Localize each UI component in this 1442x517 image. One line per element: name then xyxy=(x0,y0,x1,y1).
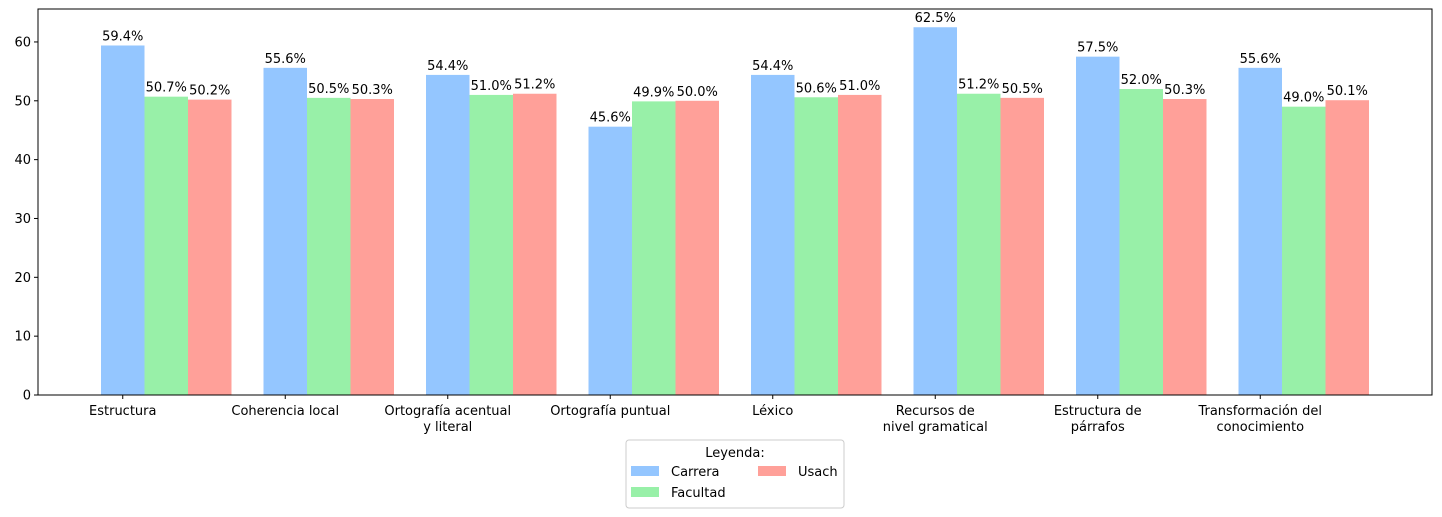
data-label: 50.1% xyxy=(1327,84,1368,99)
y-tick-label: 40 xyxy=(14,153,31,168)
y-tick-label: 30 xyxy=(14,212,31,227)
plot-frame xyxy=(37,8,1433,396)
bar xyxy=(588,126,632,396)
legend-box xyxy=(625,439,845,509)
bar xyxy=(957,93,1001,396)
data-label: 49.9% xyxy=(633,85,674,100)
bar xyxy=(913,27,957,396)
y-axis: 0 10 20 30 40 50 60 xyxy=(14,35,38,404)
bar xyxy=(675,100,719,395)
data-label: 54.4% xyxy=(752,59,793,74)
data-label: 45.6% xyxy=(590,111,631,126)
data-label: 50.5% xyxy=(308,82,349,97)
x-tick-label: Transformación del conocimiento xyxy=(1197,404,1322,435)
legend-label: Usach xyxy=(798,465,838,480)
data-label: 57.5% xyxy=(1077,41,1118,56)
x-axis: Estructura Coherencia local Ortografía ace… xyxy=(89,395,1322,435)
bars-group xyxy=(101,27,1369,396)
bar xyxy=(1119,89,1163,396)
bar xyxy=(426,74,470,395)
legend-swatch xyxy=(631,487,659,497)
bar xyxy=(513,93,557,396)
data-label: 50.2% xyxy=(189,84,230,99)
legend-swatch xyxy=(631,466,659,476)
bar xyxy=(751,74,795,395)
data-label: 49.0% xyxy=(1283,91,1324,106)
x-tick-label: Ortografía acentual y literal xyxy=(384,404,511,435)
data-label: 51.0% xyxy=(471,79,512,94)
data-label: 50.3% xyxy=(1164,83,1205,98)
y-tick-label: 60 xyxy=(14,35,31,50)
x-tick-label: Léxico xyxy=(752,404,793,419)
bar xyxy=(1163,99,1207,395)
bar xyxy=(1325,100,1369,395)
data-label: 50.6% xyxy=(796,81,837,96)
x-tick-label: Coherencia local xyxy=(231,404,339,419)
data-label: 51.0% xyxy=(839,79,880,94)
bar xyxy=(469,94,513,395)
bar xyxy=(1282,106,1326,396)
legend-swatch xyxy=(758,466,786,476)
bar xyxy=(101,45,145,395)
data-label: 55.6% xyxy=(1240,52,1281,67)
x-tick-label: Ortografía puntual xyxy=(550,404,670,419)
bar xyxy=(794,97,838,395)
y-tick-label: 0 xyxy=(23,389,31,404)
bar xyxy=(632,101,676,395)
legend-items: Carrera Facultad Usach xyxy=(631,465,838,501)
data-label: 62.5% xyxy=(915,11,956,26)
bar xyxy=(144,96,188,396)
data-label: 50.7% xyxy=(146,81,187,96)
data-label: 55.6% xyxy=(265,52,306,67)
legend-title: Leyenda: xyxy=(705,446,765,461)
x-tick-label: Estructura xyxy=(89,404,156,419)
bar xyxy=(1076,56,1120,395)
legend-label: Facultad xyxy=(671,486,726,501)
data-label: 52.0% xyxy=(1121,73,1162,88)
bar xyxy=(307,97,351,395)
data-label: 51.2% xyxy=(514,78,555,93)
data-label: 50.5% xyxy=(1002,82,1043,97)
data-label: 50.0% xyxy=(677,85,718,100)
data-label: 51.2% xyxy=(958,78,999,93)
y-tick-label: 50 xyxy=(14,94,31,109)
x-tick-label: Estructura de párrafos xyxy=(1054,404,1142,435)
bar xyxy=(188,99,232,396)
data-label: 59.4% xyxy=(102,29,143,44)
legend-label: Carrera xyxy=(671,465,720,480)
bar xyxy=(838,94,882,395)
bar xyxy=(1238,67,1282,395)
data-labels-group: 59.4% 55.6% 54.4% 45.6% 54.4% 62.5% 57.5% 55.6%… xyxy=(102,11,1368,125)
bar xyxy=(263,67,307,395)
data-label: 54.4% xyxy=(427,59,468,74)
bar xyxy=(1000,97,1044,395)
y-tick-label: 20 xyxy=(14,271,31,286)
data-label: 50.3% xyxy=(352,83,393,98)
x-tick-label: Recursos de nivel gramatical xyxy=(883,404,988,435)
y-tick-label: 10 xyxy=(14,330,31,345)
bar xyxy=(350,99,394,395)
legend: Leyenda: Carrera Facultad Usach xyxy=(625,439,845,509)
